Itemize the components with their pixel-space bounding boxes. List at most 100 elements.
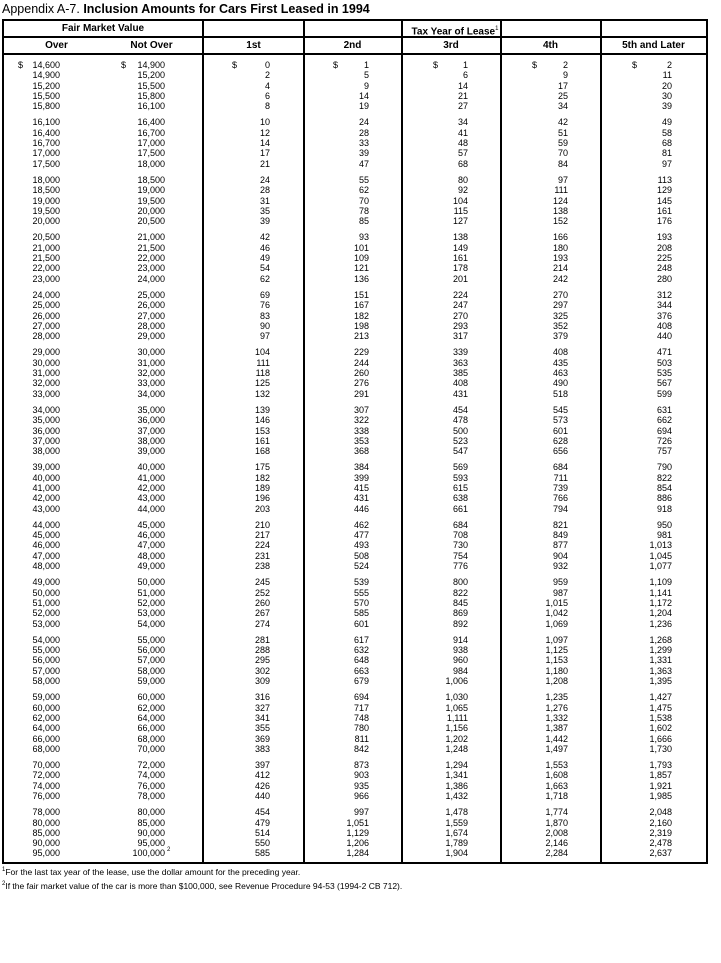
- cell-year-1: 54: [259, 263, 270, 274]
- cell-year-2: 539: [353, 577, 369, 588]
- table-row: 27,000 28,000 90 198 293 352 408: [4, 321, 706, 331]
- cell-year-3: 1,111: [446, 712, 468, 723]
- cell-not-over: 64,000: [137, 712, 165, 723]
- cell-year-2: 601: [353, 618, 369, 629]
- row-group: 49,000 50,000 245 539 800 959 1,109 50,000 51,00…: [4, 577, 706, 628]
- cell-year-4: 932: [552, 561, 568, 572]
- cell-year-4: 166: [552, 232, 568, 243]
- header-5th-and-later: 5th and Later: [622, 40, 685, 51]
- cell-year-5-and-later: 2,637: [649, 848, 672, 859]
- cell-year-4: 214: [552, 263, 568, 274]
- cell-over: 85,000: [32, 827, 60, 838]
- cell-year-2: 9: [363, 80, 369, 91]
- cell-year-5-and-later: 757: [656, 446, 672, 457]
- row-group: 54,000 55,000 281 617 914 1,097 1,268 55,000 56,…: [4, 635, 706, 686]
- cell-year-4: 1,332: [545, 712, 568, 723]
- cell-year-1: 412: [254, 770, 270, 781]
- cell-year-4: 766: [552, 493, 568, 504]
- row-group: 59,000 60,000 316 694 1,030 1,235 1,427 60,000 6…: [4, 692, 706, 754]
- cell-year-4: 1,235: [545, 692, 568, 703]
- column-divider: [600, 21, 602, 862]
- cell-over: 37,000: [32, 435, 60, 446]
- table-row: 16,700 17,000 14 33 48 59 68: [4, 138, 706, 148]
- cell-year-3: 1,478: [445, 807, 468, 818]
- cell-year-4: 9: [562, 70, 568, 81]
- cell-over: 25,000: [32, 300, 60, 311]
- cell-year-4: 379: [552, 331, 568, 342]
- cell-year-3: 800: [452, 577, 468, 588]
- cell-year-4: 987: [552, 587, 568, 598]
- table-row: 90,000 95,000 550 1,206 1,789 2,146 2,478: [4, 838, 706, 848]
- cell-over: 15,800: [32, 101, 60, 112]
- cell-year-3: 454: [452, 404, 468, 415]
- row-group: 39,000 40,000 175 384 569 684 790 40,000 41,000 1…: [4, 462, 706, 513]
- header-tax-year-label: Tax Year of Lease: [411, 26, 496, 38]
- cell-year-5-and-later: 1,363: [649, 665, 672, 676]
- cell-year-3: 569: [452, 462, 468, 473]
- cell-year-4: 2,008: [545, 827, 568, 838]
- cell-year-3: 161: [452, 253, 468, 264]
- table-row: 49,000 50,000 245 539 800 959 1,109: [4, 577, 706, 587]
- cell-not-over: 41,000: [137, 472, 165, 483]
- cell-year-4: 794: [552, 503, 568, 514]
- cell-over: 57,000: [32, 665, 60, 676]
- table-row: 52,000 53,000 267 585 869 1,042 1,204: [4, 608, 706, 618]
- table-row: 19,500 20,000 35 78 115 138 161: [4, 206, 706, 216]
- cell-year-5-and-later: 1,172: [649, 597, 672, 608]
- table-row: 29,000 30,000 104 229 339 408 471: [4, 347, 706, 357]
- cell-year-1: 168: [254, 446, 270, 457]
- cell-year-2: 62: [358, 185, 369, 196]
- cell-year-1: 245: [254, 577, 270, 588]
- cell-year-3: 1,156: [445, 723, 468, 734]
- cell-over: 48,000: [32, 561, 60, 572]
- cell-year-1: 12: [259, 127, 270, 138]
- table-row: 47,000 48,000 231 508 754 904 1,045: [4, 551, 706, 561]
- cell-not-over: 59,000: [137, 676, 165, 687]
- cell-year-4: 628: [552, 435, 568, 446]
- cell-not-over: 34,000: [137, 388, 165, 399]
- cell-year-2: 570: [353, 597, 369, 608]
- cell-over: 19,000: [32, 195, 60, 206]
- cell-year-4: 1,442: [545, 733, 568, 744]
- cell-year-4: 1,553: [545, 760, 568, 771]
- header-tax-year: Tax Year of Lease1: [204, 21, 706, 40]
- cell-year-3: 27: [457, 101, 468, 112]
- cell-year-5-and-later: 2,319: [649, 827, 672, 838]
- cell-year-3: 938: [452, 645, 468, 656]
- cell-year-1: 210: [254, 519, 270, 530]
- cell-year-5-and-later: 312: [656, 289, 672, 300]
- cell-year-2: 873: [353, 760, 369, 771]
- table-row: 22,000 23,000 54 121 178 214 248: [4, 263, 706, 273]
- cell-year-1: 369: [254, 733, 270, 744]
- dollar-sign: $: [18, 60, 24, 70]
- cell-year-3: 730: [452, 540, 468, 551]
- cell-not-over: 21,500: [137, 242, 165, 253]
- cell-not-over: 90,000: [137, 827, 165, 838]
- cell-year-2: 322: [353, 415, 369, 426]
- cell-year-2: 811: [354, 733, 369, 744]
- cell-over: 30,000: [32, 357, 60, 368]
- cell-year-3: 1,674: [445, 827, 468, 838]
- table-row: 42,000 43,000 196 431 638 766 886: [4, 493, 706, 503]
- cell-year-1: 14: [259, 138, 270, 149]
- cell-year-3: 1,341: [445, 770, 468, 781]
- table-row: 60,000 62,000 327 717 1,065 1,276 1,475: [4, 703, 706, 713]
- cell-not-over: 43,000: [137, 493, 165, 504]
- row-group: 70,000 72,000 397 873 1,294 1,553 1,793 72,000 7…: [4, 760, 706, 801]
- cell-not-over: 54,000: [137, 618, 165, 629]
- cell-year-2: 1,051: [346, 817, 369, 828]
- cell-year-2: 85: [358, 216, 369, 227]
- cell-not-over: 29,000: [137, 331, 165, 342]
- cell-year-1: 189: [254, 482, 270, 493]
- cell-year-5-and-later: 68: [661, 138, 672, 149]
- cell-over: 64,000: [32, 723, 60, 734]
- cell-year-1: 111: [256, 357, 270, 368]
- cell-year-5-and-later: 1,395: [649, 676, 672, 687]
- cell-year-2: 431: [353, 493, 369, 504]
- cell-year-4: 270: [552, 289, 568, 300]
- cell-not-over: 68,000: [137, 733, 165, 744]
- cell-year-2: 1: [363, 60, 369, 70]
- cell-year-1: 217: [254, 530, 270, 541]
- cell-year-4: 111: [554, 185, 568, 196]
- cell-year-5-and-later: 1,236: [649, 618, 672, 629]
